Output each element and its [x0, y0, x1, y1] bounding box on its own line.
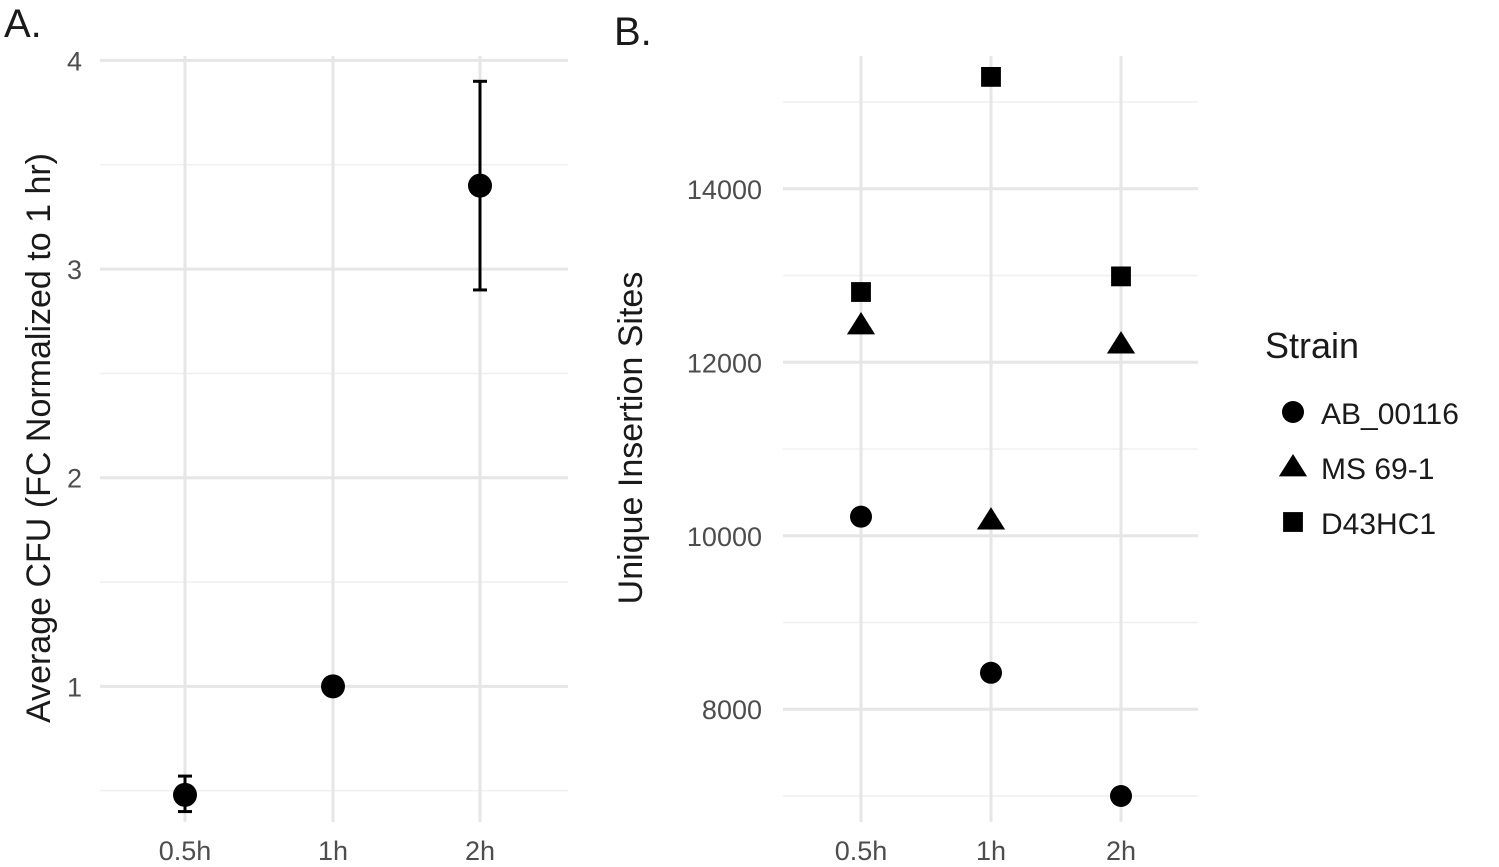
panel-a-y-tick-label: 2 [67, 464, 82, 494]
panel-a-x-tick-label: 0.5h [159, 836, 212, 866]
panel-b-y-tick-label: 10000 [687, 522, 762, 552]
panel-b-x-tick-label: 0.5h [835, 836, 888, 866]
panel-b-x-tick-label: 1h [976, 836, 1006, 866]
legend-label: D43HC1 [1321, 508, 1436, 541]
legend-label: MS 69-1 [1321, 453, 1434, 486]
panel-a-gridlines [100, 56, 568, 822]
panel-a: A. Average CFU (FC Normalized to 1 hr) 1… [4, 2, 568, 866]
panel-b-point-square [1111, 266, 1131, 287]
legend-key-square [1283, 512, 1303, 532]
panel-b-y-axis-title: Unique Insertion Sites [612, 272, 650, 605]
legend: Strain AB_00116 MS 69-1 D43HC1 [1265, 325, 1459, 541]
panel-b-gridlines [783, 56, 1198, 822]
panel-b-point-square [981, 66, 1001, 87]
panel-b-y-tick-label: 12000 [687, 348, 762, 378]
panel-b-point-triangle [976, 507, 1006, 530]
legend-title: Strain [1265, 325, 1359, 366]
panel-b-tick-labels: 8000 10000 12000 14000 0.5h 1h 2h [687, 175, 1136, 866]
legend-items: AB_00116 MS 69-1 D43HC1 [1278, 398, 1459, 541]
panel-a-y-tick-label: 1 [67, 672, 82, 702]
legend-label: AB_00116 [1321, 398, 1459, 431]
legend-key-circle [1282, 401, 1304, 423]
panel-b-y-tick-label: 8000 [702, 695, 762, 725]
panel-a-y-tick-label: 4 [67, 46, 82, 76]
panel-b-point-square [851, 282, 871, 302]
panel-b-y-tick-label: 14000 [687, 175, 762, 205]
panel-a-tag: A. [4, 2, 42, 46]
panel-a-data-points [173, 79, 492, 814]
panel-a-point-circle [321, 674, 345, 699]
panel-a-point-circle [468, 173, 492, 198]
panel-b-point-circle [850, 505, 872, 528]
legend-key-triangle [1278, 454, 1308, 477]
panel-b-point-triangle [846, 312, 876, 335]
panel-a-point-circle [173, 782, 197, 807]
panel-a-tick-labels: 1 2 3 4 0.5h 1h 2h [67, 46, 495, 866]
panel-a-x-tick-label: 1h [318, 836, 348, 866]
panel-b-data-points [846, 66, 1136, 807]
panel-b-tag: B. [614, 10, 652, 54]
panel-b-x-tick-label: 2h [1106, 836, 1136, 866]
panel-a-y-axis-title: Average CFU (FC Normalized to 1 hr) [20, 153, 58, 723]
panel-b: B. Unique Insertion Sites 8000 10000 12000… [612, 10, 1198, 866]
panel-b-point-triangle [1106, 331, 1136, 354]
panel-a-y-tick-label: 3 [67, 255, 82, 285]
panel-b-point-circle [1110, 784, 1132, 807]
panel-b-point-circle [980, 661, 1002, 684]
panel-a-x-tick-label: 2h [465, 836, 495, 866]
